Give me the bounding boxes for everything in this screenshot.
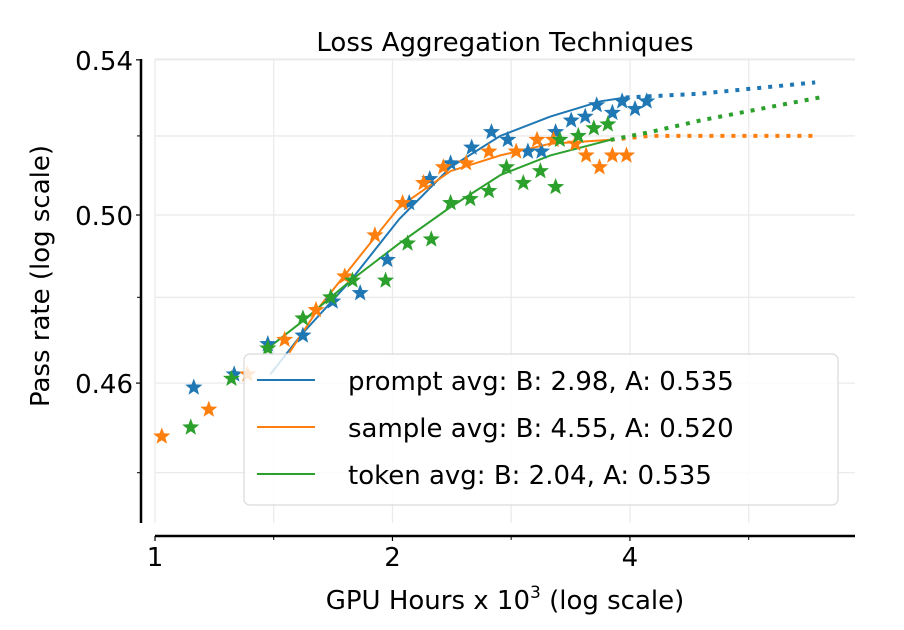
point-token [344,271,362,288]
point-sample [544,130,563,148]
point-sample [566,134,584,151]
fit-line-prompt [269,96,626,376]
point-sample [528,130,546,148]
point-token [259,339,277,356]
point-sample [603,146,621,163]
point-prompt [562,111,580,128]
point-token [514,174,532,191]
point-token [322,288,340,305]
point-token [182,418,200,435]
point-token [399,234,417,251]
point-prompt [400,193,418,211]
y-tick-label: 0.50 [75,202,133,232]
point-sample [507,142,525,159]
point-sample [276,330,294,347]
point-sample [457,154,475,171]
legend-label-sample: sample avg: B: 4.55, A: 0.520 [348,414,734,444]
legend-label-token: token avg: B: 2.04, A: 0.535 [348,461,712,491]
point-prompt [499,130,517,148]
ticks: 1 2 4 0.46 0.50 0.54 [75,47,750,573]
point-prompt [519,142,537,159]
point-token [531,162,549,179]
x-tick-label: 4 [622,543,639,573]
point-token [461,189,479,207]
point-prompt [463,138,481,155]
point-sample [153,427,171,444]
x-axis-title: GPU Hours x 103 (log scale) [326,583,685,616]
point-token [599,115,617,132]
x-axis-title-main: GPU Hours x 10 [326,586,530,616]
point-sample [434,158,452,175]
point-sample [200,400,218,417]
point-sample [415,174,433,191]
point-prompt [442,154,460,171]
point-prompt [547,123,565,140]
point-prompt [576,107,594,124]
point-prompt [378,250,396,268]
point-sample [577,146,595,163]
point-prompt [638,92,656,109]
point-prompt [626,100,644,117]
point-token [498,158,516,175]
legend: prompt avg: B: 2.98, A: 0.535 sample avg… [243,353,839,506]
legend-label-prompt: prompt avg: B: 2.98, A: 0.535 [348,367,734,397]
point-token [222,369,240,386]
point-token [585,119,603,136]
point-prompt [613,92,631,109]
point-prompt [588,96,606,113]
y-axis-title: Pass rate (log scale) [26,145,56,407]
x-tick-label: 1 [147,543,164,573]
x-axis-title-suffix: (log scale) [541,586,684,616]
point-prompt [185,378,203,395]
point-token [569,126,587,144]
point-token [442,193,460,211]
point-token [480,182,498,199]
point-prompt [603,103,621,121]
fit-lines [267,80,821,376]
extrapolation-line-prompt [625,80,816,100]
y-tick-label: 0.46 [75,370,133,400]
point-token [551,130,569,148]
legend-frame [243,353,839,506]
fit-line-sample [288,138,611,354]
point-sample [307,300,325,318]
point-sample [366,226,384,243]
point-sample [394,193,412,211]
chart-title: Loss Aggregation Techniques [316,28,693,58]
point-token [294,309,312,326]
x-tick-label: 2 [384,543,401,573]
point-prompt [482,123,500,140]
point-sample [617,146,636,163]
point-prompt [533,142,551,159]
y-tick-label: 0.54 [75,47,133,77]
point-prompt [351,284,369,301]
point-token [422,230,440,247]
point-prompt [294,326,312,343]
point-prompt [225,365,243,382]
extrapolation-line-token [610,95,821,142]
point-sample [591,158,609,175]
x-axis-title-exponent: 3 [530,583,541,603]
point-sample [336,267,354,284]
point-prompt [421,170,439,187]
point-token [377,271,395,288]
point-token [547,178,565,195]
point-sample [480,142,498,159]
